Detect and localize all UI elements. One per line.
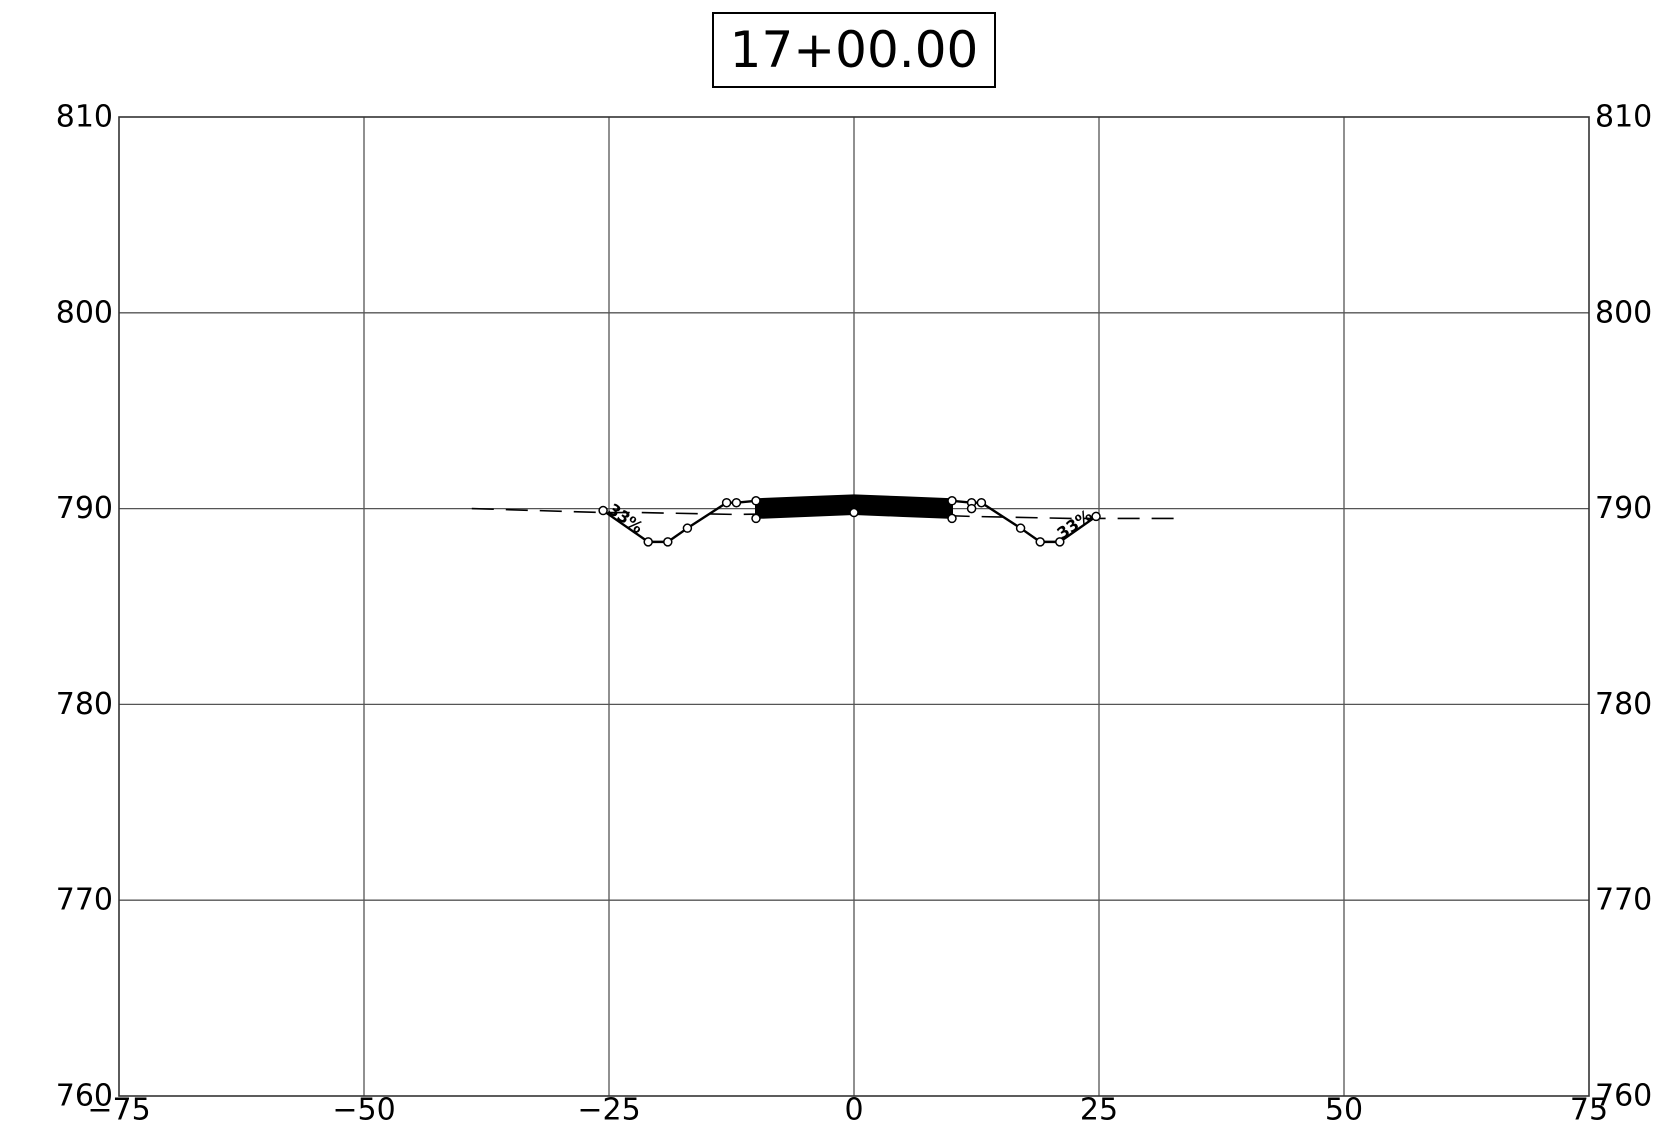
slope-annotation: 33%	[1053, 505, 1095, 543]
x-tick-label: −25	[577, 1093, 640, 1126]
y-tick-label-left: 810	[56, 100, 113, 135]
station-label-box	[712, 12, 996, 88]
x-tick-label: −50	[332, 1093, 395, 1126]
vertex-marker	[751, 496, 761, 506]
grid	[119, 117, 1589, 1096]
vertex-marker	[751, 513, 761, 524]
vertex-marker	[966, 503, 977, 514]
station-label: 17+00.00	[730, 21, 979, 79]
vertex-marker	[849, 507, 859, 518]
vertex-marker	[976, 497, 987, 508]
y-tick-label-right: 790	[1595, 491, 1652, 526]
vertex-marker	[1015, 523, 1026, 533]
vertex-marker	[1035, 537, 1045, 547]
y-tick-label-left: 790	[56, 491, 113, 526]
vertex-marker	[731, 497, 742, 508]
x-tick-label: −75	[87, 1093, 150, 1126]
vertex-marker	[598, 505, 608, 516]
y-tick-label-left: 800	[56, 295, 113, 330]
y-tick-label-left: 780	[56, 687, 113, 722]
y-tick-label-left: 760	[56, 1079, 113, 1114]
station-title: 17+00.00	[712, 12, 996, 88]
y-tick-label-right: 760	[1595, 1079, 1652, 1114]
plot-frame	[118, 116, 1590, 1097]
x-tick-label: 0	[844, 1093, 863, 1126]
vertex-marker	[643, 537, 653, 547]
y-tick-label-right: 770	[1595, 883, 1652, 918]
vertex-marker	[663, 537, 673, 547]
vertex-marker	[947, 513, 957, 524]
y-tick-label-right: 810	[1595, 100, 1652, 135]
vertex-marker	[947, 496, 957, 506]
vertex-marker	[1055, 537, 1065, 547]
vertex-marker	[721, 497, 732, 508]
vertex-marker	[682, 523, 693, 533]
x-tick-label: 75	[1570, 1093, 1608, 1126]
slope-annotation: 33%	[605, 500, 647, 538]
vertex-marker	[1091, 511, 1101, 522]
x-tick-label: 25	[1080, 1093, 1118, 1126]
pavement-top-line	[755, 494, 953, 504]
y-tick-label-left: 770	[56, 883, 113, 918]
x-tick-label: 50	[1325, 1093, 1363, 1126]
y-tick-label-right: 780	[1595, 687, 1652, 722]
y-tick-label-right: 800	[1595, 295, 1652, 330]
plot-area: 33% 33%	[471, 494, 1178, 547]
